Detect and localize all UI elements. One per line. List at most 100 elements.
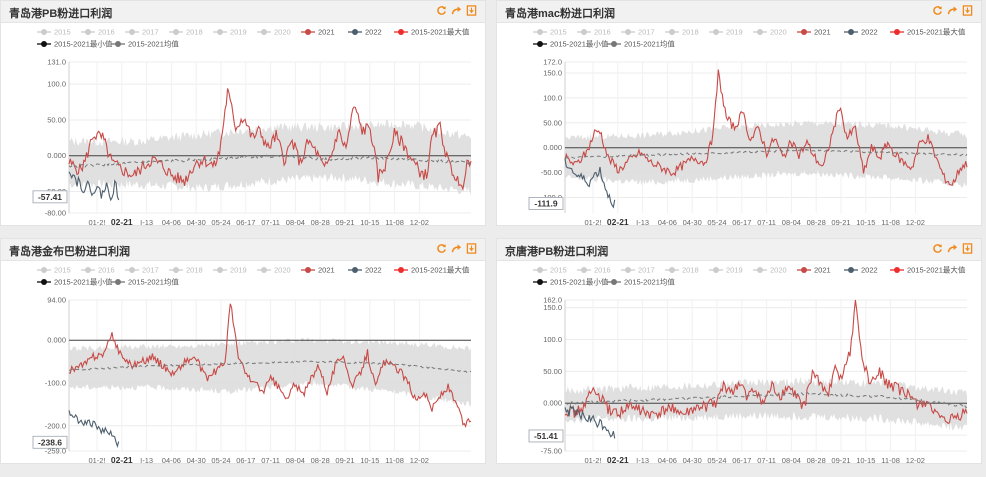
share-icon[interactable] — [451, 243, 462, 254]
legend-label: 2015-2021最大值 — [907, 265, 966, 275]
legend-item[interactable]: 2015-2021最小值 — [37, 39, 113, 49]
legend-item[interactable]: 2015-2021均值 — [607, 39, 675, 49]
legend-item[interactable]: 2017 — [621, 28, 655, 37]
x-tick-label: 04-30 — [187, 218, 206, 227]
legend-item[interactable]: 2018 — [665, 28, 699, 37]
chart-panel-header: 青岛港PB粉进口利润 — [1, 1, 485, 23]
y-tick-label: 150.0 — [543, 68, 562, 77]
refresh-icon[interactable] — [436, 243, 447, 254]
y-tick-label: -200.0 — [45, 421, 66, 430]
y-tick-label: 100.0 — [47, 80, 66, 89]
chart-panel-1: 青岛港PB粉进口利润 2015 2016 2017 2018 2019 2020 2021 2… — [0, 0, 486, 227]
x-tick-label: I-13 — [636, 218, 649, 227]
legend-item[interactable]: 2015-2021均值 — [607, 277, 675, 287]
legend-item[interactable]: 2021 — [797, 28, 831, 37]
legend-item[interactable]: 2019 — [213, 266, 247, 275]
export-icon[interactable] — [962, 5, 973, 16]
legend-item[interactable]: 2022 — [844, 266, 878, 275]
legend-item[interactable]: 2018 — [169, 28, 203, 37]
chart-canvas: 2015 2016 2017 2018 2019 2020 2021 2022 2015-202… — [528, 27, 968, 227]
legend-item[interactable]: 2018 — [169, 266, 203, 275]
legend-item[interactable]: 2016 — [81, 266, 115, 275]
legend-item[interactable]: 2022 — [348, 266, 382, 275]
legend-item[interactable]: 2015 — [37, 28, 71, 37]
y-tick-label: 0.000 — [47, 336, 66, 345]
chart-canvas: 2015 2016 2017 2018 2019 2020 2021 2022 2015-202… — [528, 265, 968, 465]
y-tick-label: 0.000 — [543, 399, 562, 408]
share-icon[interactable] — [947, 243, 958, 254]
legend-item[interactable]: 2015-2021最大值 — [890, 27, 966, 37]
legend-item[interactable]: 2015 — [533, 266, 567, 275]
series-line-2021 — [564, 69, 968, 186]
series-line-2021 — [564, 299, 968, 425]
y-tick-label: -80.00 — [45, 209, 66, 218]
legend-label: 2015-2021最小值 — [550, 39, 609, 49]
legend-item[interactable]: 2021 — [301, 28, 335, 37]
x-tick-label: 07-11 — [757, 456, 776, 465]
legend-item[interactable]: 2015-2021均值 — [111, 39, 179, 49]
x-tick-label: 01-2! — [88, 456, 105, 465]
share-icon[interactable] — [947, 5, 958, 16]
legend-item[interactable]: 2015-2021均值 — [111, 277, 179, 287]
legend-label: 2015-2021最大值 — [411, 265, 470, 275]
legend-item[interactable]: 2020 — [257, 266, 291, 275]
x-tick-label: I-13 — [140, 218, 153, 227]
export-icon[interactable] — [466, 243, 477, 254]
refresh-icon[interactable] — [436, 5, 447, 16]
x-tick-label: 04-06 — [658, 218, 677, 227]
legend-item[interactable]: 2019 — [709, 266, 743, 275]
legend-label: 2015-2021最大值 — [411, 27, 470, 37]
x-tick-label: 08-04 — [286, 456, 305, 465]
legend-label: 2022 — [365, 266, 382, 275]
x-tick-label: 12-02 — [906, 456, 925, 465]
chart-canvas: 2015 2016 2017 2018 2019 2020 2021 2022 2015-202… — [32, 265, 472, 465]
series-line-2021 — [68, 88, 472, 192]
legend-item[interactable]: 2019 — [709, 28, 743, 37]
y-tick-label: 0.000 — [47, 151, 66, 160]
range-band — [69, 337, 471, 407]
legend-item[interactable]: 2015 — [37, 266, 71, 275]
x-tick-label: 10-15 — [360, 218, 379, 227]
x-tick-label: 05-24 — [211, 456, 230, 465]
legend-item[interactable]: 2019 — [213, 28, 247, 37]
x-tick-label: 09-21 — [335, 218, 354, 227]
legend-label: 2016 — [594, 266, 611, 275]
chart-panel-header: 青岛港金布巴粉进口利润 — [1, 239, 485, 261]
legend-item[interactable]: 2015-2021最小值 — [533, 39, 609, 49]
legend-item[interactable]: 2021 — [797, 266, 831, 275]
legend-item[interactable]: 2022 — [348, 28, 382, 37]
legend-label: 2015-2021均值 — [128, 277, 179, 287]
legend-label: 2016 — [98, 266, 115, 275]
series-line-2015-2021均值 — [68, 360, 472, 374]
legend-item[interactable]: 2016 — [577, 266, 611, 275]
legend-item[interactable]: 2018 — [665, 266, 699, 275]
x-tick-label: 06-17 — [236, 218, 255, 227]
y-tick-label: -259.0 — [45, 447, 66, 456]
x-tick-label: 05-24 — [707, 456, 726, 465]
legend-item[interactable]: 2015 — [533, 28, 567, 37]
refresh-icon[interactable] — [932, 5, 943, 16]
legend-item[interactable]: 2020 — [753, 28, 787, 37]
legend-item[interactable]: 2016 — [81, 28, 115, 37]
last-value-tag: -111.9 — [528, 197, 564, 210]
legend-item[interactable]: 2017 — [125, 28, 159, 37]
legend-item[interactable]: 2015-2021最大值 — [394, 27, 470, 37]
legend-item[interactable]: 2015-2021最大值 — [394, 265, 470, 275]
series-line-2022 — [564, 404, 616, 439]
export-icon[interactable] — [962, 243, 973, 254]
share-icon[interactable] — [451, 5, 462, 16]
legend-item[interactable]: 2017 — [621, 266, 655, 275]
legend-item[interactable]: 2015-2021最大值 — [890, 265, 966, 275]
legend-item[interactable]: 2021 — [301, 266, 335, 275]
export-icon[interactable] — [466, 5, 477, 16]
legend-label: 2022 — [861, 266, 878, 275]
legend-item[interactable]: 2017 — [125, 266, 159, 275]
legend-item[interactable]: 2022 — [844, 28, 878, 37]
legend-item[interactable]: 2015-2021最小值 — [37, 277, 113, 287]
series-line-2015-2021均值 — [564, 148, 968, 159]
legend-item[interactable]: 2016 — [577, 28, 611, 37]
legend-item[interactable]: 2015-2021最小值 — [533, 277, 609, 287]
legend-item[interactable]: 2020 — [753, 266, 787, 275]
refresh-icon[interactable] — [932, 243, 943, 254]
legend-item[interactable]: 2020 — [257, 28, 291, 37]
